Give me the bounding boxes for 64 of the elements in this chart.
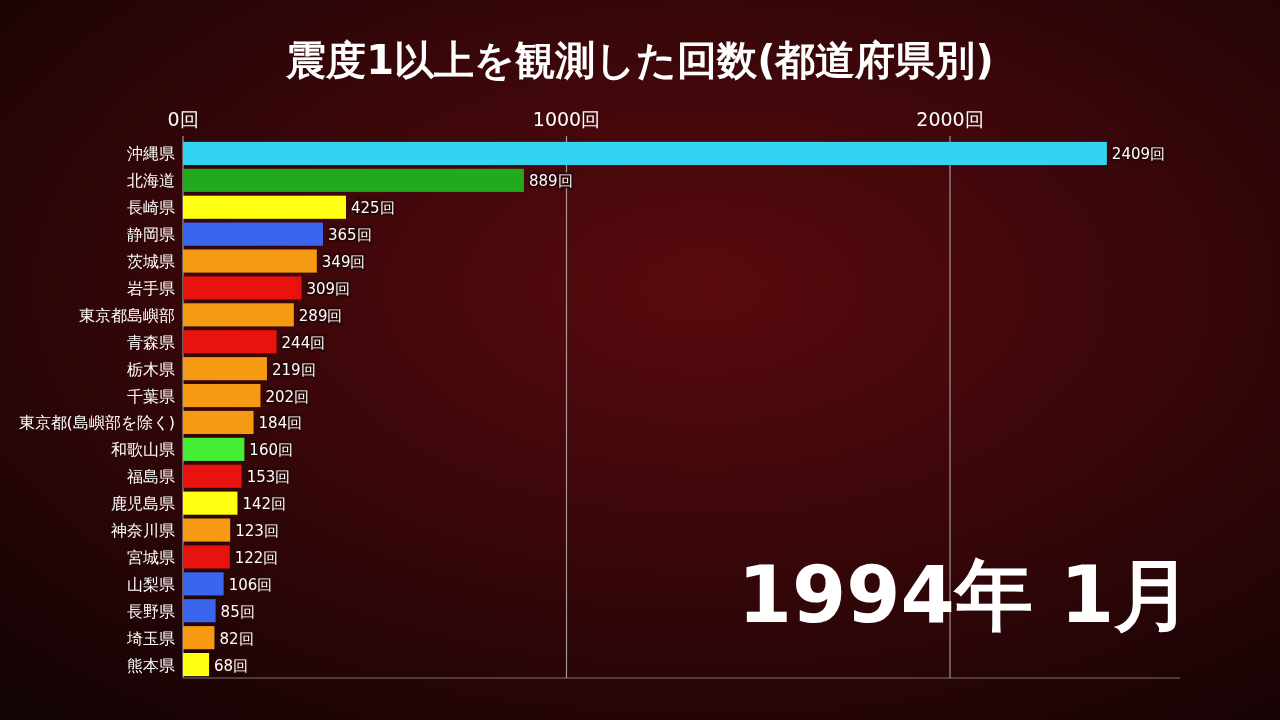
- y-tick-label: 青森県: [127, 332, 175, 352]
- data-label: 85回: [220, 602, 255, 621]
- data-label: 68回: [214, 656, 249, 675]
- y-tick-label: 埼玉県: [126, 628, 175, 648]
- bar: [183, 652, 210, 677]
- y-tick-label: 岩手県: [127, 278, 175, 298]
- data-label: 2409回: [1111, 145, 1166, 164]
- y-tick-label: 千葉県: [127, 386, 175, 406]
- y-tick-label: 静岡県: [127, 225, 175, 245]
- bar: [183, 572, 224, 596]
- bar: [183, 357, 267, 381]
- y-tick-label: 長崎県: [127, 198, 175, 218]
- y-tick-label: 東京都島嶼部: [79, 305, 175, 325]
- data-label: 106回: [228, 575, 273, 594]
- y-tick-label: 和歌山県: [111, 440, 175, 460]
- data-label: 349回: [321, 253, 366, 272]
- data-label: 219回: [271, 360, 316, 379]
- chart-title: 震度1以上を観測した回数(都道府県別): [285, 37, 994, 83]
- bar: [183, 437, 245, 461]
- data-label: 425回: [350, 199, 395, 218]
- bar: [183, 464, 242, 488]
- bar: [183, 383, 261, 408]
- bar: [183, 222, 323, 246]
- data-label: 142回: [242, 495, 287, 514]
- bar: [183, 276, 302, 300]
- bar: [183, 599, 216, 623]
- x-tick-label: 0回: [167, 108, 199, 130]
- x-tick-label: 1000回: [532, 108, 601, 130]
- y-tick-label: 茨城県: [127, 252, 175, 272]
- data-label: 160回: [249, 441, 293, 460]
- y-tick-label: 東京都(島嶼部を除く): [18, 413, 175, 433]
- y-tick-label: 神奈川県: [111, 521, 175, 541]
- y-tick-label: 熊本県: [127, 655, 175, 675]
- y-tick-label: 宮城県: [127, 547, 175, 567]
- bar: [183, 330, 277, 354]
- y-tick-label: 沖縄県: [127, 144, 175, 164]
- data-label: 289回: [298, 306, 343, 325]
- y-tick-label: 山梨県: [127, 574, 175, 594]
- data-label: 123回: [235, 522, 279, 541]
- data-label: 82回: [219, 629, 254, 648]
- data-label: 122回: [234, 548, 279, 567]
- y-tick-label: 北海道: [127, 171, 175, 191]
- data-label: 365回: [327, 226, 372, 245]
- bar: [183, 545, 230, 569]
- annotation: 1994年 1月: [737, 550, 1193, 640]
- data-label: 244回: [281, 333, 326, 352]
- bar: [183, 249, 317, 273]
- x-tick-label: 2000回: [916, 108, 984, 130]
- y-tick-label: 栃木県: [127, 359, 175, 379]
- data-label: 153回: [246, 468, 291, 487]
- bar: [183, 303, 294, 327]
- bar: [183, 195, 346, 219]
- y-tick-label: 長野県: [127, 601, 175, 621]
- bar: [183, 410, 254, 435]
- bar: [183, 141, 1107, 166]
- y-tick-label: 福島県: [127, 467, 175, 487]
- data-label: 202回: [265, 387, 310, 406]
- bar: [183, 626, 215, 650]
- y-tick-label: 鹿児島県: [111, 494, 175, 514]
- bar: [183, 491, 238, 515]
- bar: [183, 168, 524, 192]
- data-label: 309回: [306, 279, 351, 298]
- data-label: 184回: [258, 414, 303, 433]
- bar: [183, 518, 231, 542]
